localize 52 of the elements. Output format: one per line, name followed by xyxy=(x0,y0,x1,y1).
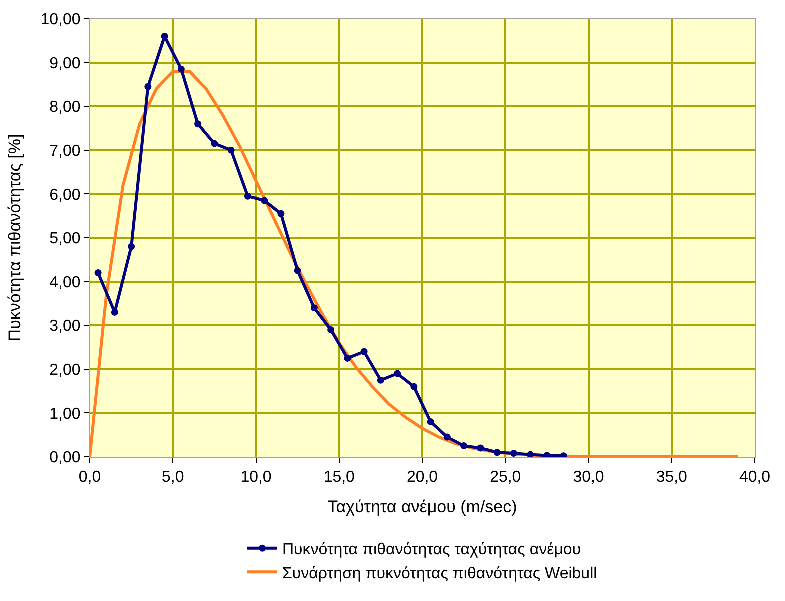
y-tick-label: 6,00 xyxy=(50,186,81,204)
point xyxy=(294,267,302,274)
point xyxy=(410,383,418,390)
y-tick-label: 7,00 xyxy=(50,143,81,160)
x-axis-title: Ταχύτητα ανέμου (m/sec) xyxy=(328,498,518,517)
legend-label: Συνάρτηση πυκνότητας πιθανότητας Weibull xyxy=(282,565,598,582)
point xyxy=(527,451,534,457)
y-tick-label: 9,00 xyxy=(50,55,81,72)
point xyxy=(344,354,352,362)
point xyxy=(211,140,218,148)
point xyxy=(278,210,285,218)
point xyxy=(510,450,518,457)
point xyxy=(360,348,368,356)
legend-label: Πυκνότητα πιθανότητας ταχύτητας ανέμου xyxy=(282,542,582,559)
point xyxy=(477,444,484,452)
x-tick-label: 5,0 xyxy=(162,469,184,486)
x-tick-label: 35,0 xyxy=(656,469,688,486)
point xyxy=(228,146,235,154)
x-tick-label: 10,0 xyxy=(240,469,272,486)
point xyxy=(394,370,402,378)
x-tick-label: 20,0 xyxy=(406,469,438,486)
point xyxy=(328,326,335,334)
x-tick-label: 25,0 xyxy=(490,469,522,486)
y-tick-label: 0,00 xyxy=(50,450,81,467)
point xyxy=(310,304,318,312)
point xyxy=(178,66,185,73)
y-tick-label: 2,00 xyxy=(50,362,81,379)
point xyxy=(128,243,136,250)
y-tick-label: 3,00 xyxy=(50,318,81,336)
point xyxy=(244,192,252,200)
x-tick-label: 40,0 xyxy=(739,469,771,486)
y-tick-label: 8,00 xyxy=(50,99,81,116)
point xyxy=(460,442,468,450)
y-axis-title: Πυκνότητα πιθανότητας [%] xyxy=(5,134,24,342)
point xyxy=(94,270,102,277)
x-tick-label: 15,0 xyxy=(324,469,356,486)
y-tick-label: 1,00 xyxy=(50,406,81,423)
y-tick-label: 10,00 xyxy=(40,12,81,29)
point xyxy=(161,33,168,40)
x-tick-label: 30,0 xyxy=(573,469,604,486)
point xyxy=(194,120,202,128)
point xyxy=(444,434,451,441)
line-series xyxy=(90,70,740,457)
point xyxy=(144,83,152,90)
point xyxy=(111,308,118,316)
point xyxy=(261,197,268,204)
y-tick-label: 5,00 xyxy=(50,230,81,248)
point xyxy=(427,418,434,426)
point xyxy=(494,449,501,456)
y-tick-label: 4,00 xyxy=(50,274,81,292)
point xyxy=(377,376,384,384)
x-tick-label: 0,0 xyxy=(78,469,102,486)
